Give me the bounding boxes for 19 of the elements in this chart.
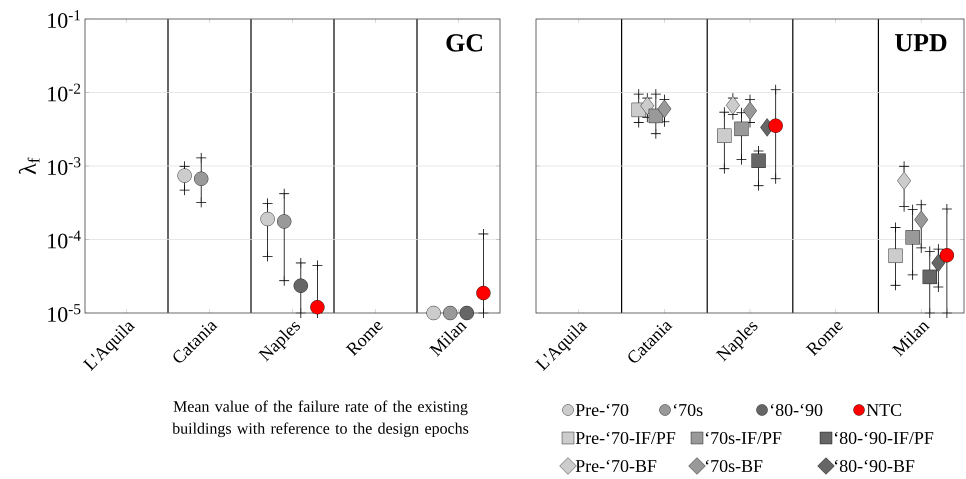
y-tick-label: 10$^{-5}$ [48,304,80,322]
legend-label: Pre-‘70-IF/PF [576,432,676,444]
y-axis-title: λ$_{f}$ [18,158,40,174]
y-tick-label: 10$^{-3}$ [48,157,80,175]
legend-label: Pre-‘70 [576,404,628,416]
y-tick-label: 10$^{-4}$ [48,230,81,248]
legend-label: ‘70s [674,404,702,416]
legend-label: ‘70s-BF [706,460,762,472]
text: Mean value of the failure rate of the existing buildings with reference to the design epochs [172,400,468,438]
y-tick-label: 10$^{-2}$ [48,84,80,102]
chart-title: UPD [895,34,946,52]
legend-label: ‘70s-IF/PF [706,432,782,444]
legend-label: ‘80-‘90 [770,404,822,416]
legend-label: NTC [866,404,902,416]
legend-label: ‘80-‘90-IF/PF [834,432,934,444]
legend-label: ‘80-‘90-BF [834,460,914,472]
y-tick-label: 10$^{-1}$ [48,10,80,28]
chart-title: GC [446,34,482,52]
legend-label: Pre-‘70-BF [576,460,656,472]
